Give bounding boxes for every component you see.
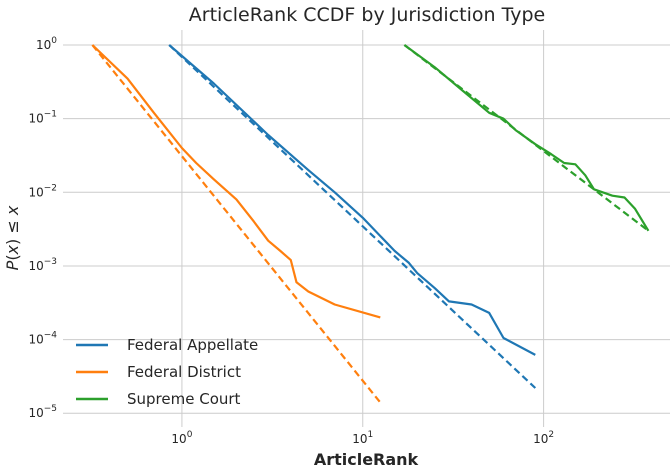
y-tick-label: 10−5 — [28, 404, 57, 420]
x-tick-exponent: 1 — [368, 430, 374, 440]
y-tick-exponent: −4 — [44, 331, 58, 341]
x-tick-exponent: 0 — [187, 430, 193, 440]
y-tick-exponent: −1 — [44, 110, 57, 120]
chart-title: ArticleRank CCDF by Jurisdiction Type — [189, 4, 545, 26]
y-tick-base: 10 — [28, 185, 43, 199]
y-axis-label: P(x) ≤ x — [3, 205, 22, 270]
y-tick-exponent: −2 — [44, 183, 57, 193]
x-axis-label: ArticleRank — [314, 450, 419, 469]
y-tick-base: 10 — [28, 406, 43, 420]
y-tick-exponent: −5 — [44, 404, 57, 414]
y-tick-label: 10−3 — [28, 257, 57, 273]
empirical-line-federal-district — [91, 44, 381, 319]
x-tick-base: 10 — [533, 432, 548, 446]
x-axis-ticks: 100 101 102 — [171, 430, 554, 446]
y-tick-base: 10 — [28, 112, 43, 126]
empirical-line-federal-appellate — [168, 44, 536, 356]
y-tick-base: 10 — [28, 333, 43, 347]
plot-area — [63, 30, 670, 427]
y-tick-label: 10−4 — [28, 331, 57, 347]
grid — [63, 30, 670, 427]
x-tick-label: 102 — [533, 430, 554, 446]
x-tick-exponent: 2 — [548, 430, 554, 440]
series-supreme-court — [403, 44, 650, 232]
x-tick-base: 10 — [352, 432, 367, 446]
legend-label-federal-district: Federal District — [127, 363, 241, 381]
y-tick-exponent: 0 — [51, 36, 57, 46]
series-layer — [91, 44, 650, 404]
legend-label-federal-appellate: Federal Appellate — [127, 336, 258, 354]
x-tick-label: 101 — [352, 430, 373, 446]
legend: Federal Appellate Federal District Supreme… — [76, 336, 258, 408]
x-tick-label: 100 — [171, 430, 192, 446]
empirical-line-supreme-court — [403, 44, 650, 232]
fit-line-supreme-court — [403, 44, 650, 232]
legend-label-supreme-court: Supreme Court — [127, 390, 241, 408]
fit-line-federal-appellate — [168, 44, 537, 389]
y-tick-base: 10 — [36, 38, 51, 52]
y-tick-label: 100 — [36, 36, 57, 52]
series-federal-district — [91, 44, 382, 404]
y-tick-label: 10−1 — [28, 110, 57, 126]
y-tick-label: 10−2 — [28, 183, 57, 199]
x-tick-base: 10 — [171, 432, 186, 446]
y-tick-exponent: −3 — [44, 257, 57, 267]
y-tick-base: 10 — [28, 259, 43, 273]
series-federal-appellate — [168, 44, 537, 389]
